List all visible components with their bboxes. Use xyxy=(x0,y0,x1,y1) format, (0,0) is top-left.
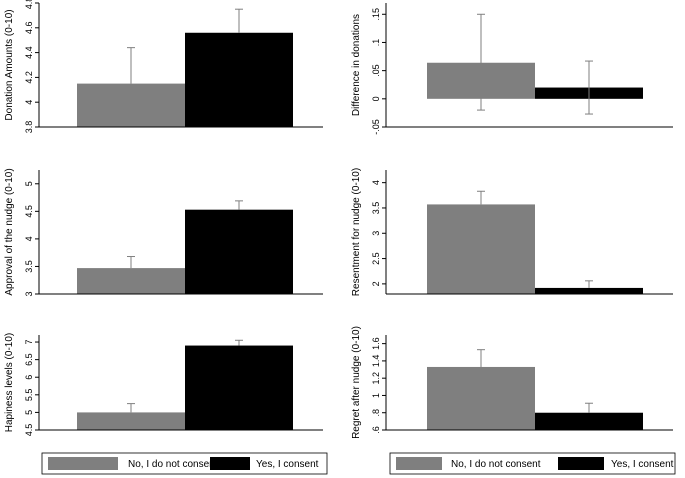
y-tick-label: 4.6 xyxy=(24,22,34,35)
bar xyxy=(185,32,293,128)
legend-swatch-no xyxy=(48,457,118,470)
y-axis-title: Difference in donations xyxy=(351,14,362,116)
y-tick-label: 4.5 xyxy=(24,424,34,437)
bar xyxy=(77,268,185,294)
y-tick-label: 6.5 xyxy=(24,353,34,366)
bar xyxy=(427,366,535,430)
y-tick-label: 1 xyxy=(371,393,381,398)
y-tick-label: 5 xyxy=(24,181,34,186)
legend-swatch-yes xyxy=(558,457,604,470)
chart-panel: .6 .8 1 1.2 1.4 1.6 Regret after nudge (0-10) xyxy=(351,326,673,439)
y-tick-label: 4.5 xyxy=(24,205,34,218)
bar xyxy=(77,412,185,430)
y-axis-title: Hapiness levels (0-10) xyxy=(4,333,15,433)
y-axis-title: Donation Amounts (0-10) xyxy=(4,9,15,120)
y-tick-label: 2 xyxy=(371,281,381,286)
y-tick-label: .05 xyxy=(371,64,381,77)
legend-label-no: No, I do not consent xyxy=(451,459,541,470)
bar xyxy=(535,287,643,294)
y-tick-label: 3 xyxy=(24,291,34,296)
y-tick-label: 3 xyxy=(371,231,381,236)
bar xyxy=(185,209,293,294)
y-tick-label: 3.5 xyxy=(371,202,381,215)
y-tick-label: 1.4 xyxy=(371,355,381,368)
chart-panel: 3.8 4 4.2 4.4 4.6 4.8 Donation Amounts (0-10) xyxy=(4,0,323,133)
bar xyxy=(77,83,185,127)
legend-label-yes: Yes, I consent xyxy=(256,459,319,470)
bar xyxy=(427,204,535,294)
legend-label-yes: Yes, I consent xyxy=(611,459,674,470)
y-tick-label: 1.6 xyxy=(371,337,381,350)
chart-panel: 4.5 5 5.5 6 6.5 7 Hapiness levels (0-10) xyxy=(4,333,323,437)
y-tick-label: 4.8 xyxy=(24,0,34,9)
bar xyxy=(535,412,643,430)
chart-panel: 3 3.5 4 4.5 5 Approval of the nudge (0-10) xyxy=(4,168,323,297)
y-tick-label: 2.5 xyxy=(371,252,381,265)
y-axis-title: Approval of the nudge (0-10) xyxy=(4,168,15,295)
y-tick-label: 4 xyxy=(24,100,34,105)
legend-swatch-yes xyxy=(210,457,250,470)
legend-swatch-no xyxy=(396,457,442,470)
legend-right: No, I do not consent Yes, I consent xyxy=(389,452,676,475)
y-tick-label: 4 xyxy=(371,180,381,185)
y-axis-title: Resentment for nudge (0-10) xyxy=(351,168,362,296)
y-tick-label: 5 xyxy=(24,410,34,415)
bar xyxy=(185,345,293,430)
chart-panel: 2 2.5 3 3.5 4 Resentment for nudge (0-10) xyxy=(351,168,673,296)
legend-left: No, I do not consent Yes, I consent xyxy=(41,452,328,475)
y-tick-label: 4.4 xyxy=(24,46,34,59)
y-tick-label: .8 xyxy=(371,409,381,417)
y-tick-label: 4.2 xyxy=(24,71,34,84)
chart-panel: -.05 0 .05 .1 .15 Difference in donations xyxy=(351,3,673,135)
y-tick-label: 3.8 xyxy=(24,121,34,134)
y-tick-label: 0 xyxy=(371,96,381,101)
y-tick-label: .15 xyxy=(371,8,381,21)
y-tick-label: 7 xyxy=(24,340,34,345)
y-tick-label: 5.5 xyxy=(24,389,34,402)
y-tick-label: 1.2 xyxy=(371,372,381,385)
y-tick-label: -.05 xyxy=(371,119,381,135)
y-tick-label: 6 xyxy=(24,375,34,380)
y-tick-label: .1 xyxy=(371,39,381,47)
y-tick-label: .6 xyxy=(371,426,381,434)
legend-label-no: No, I do not consent xyxy=(128,459,218,470)
y-axis-title: Regret after nudge (0-10) xyxy=(351,326,362,439)
y-tick-label: 4 xyxy=(24,236,34,241)
y-tick-label: 3.5 xyxy=(24,260,34,273)
